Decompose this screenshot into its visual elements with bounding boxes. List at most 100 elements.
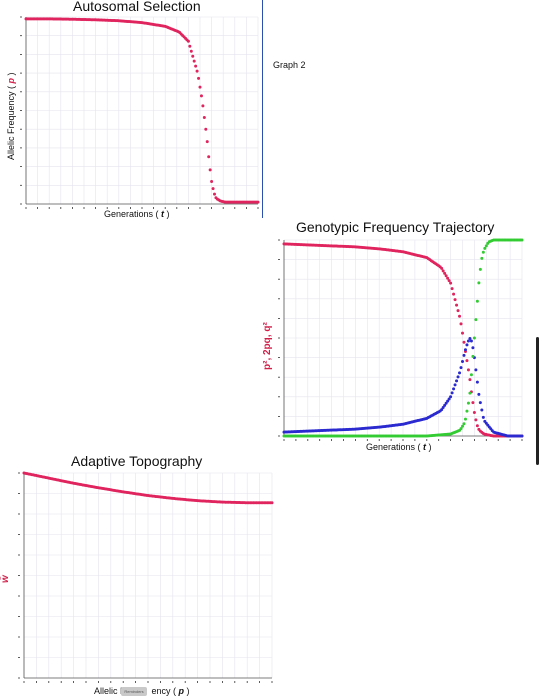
data-point: [270, 501, 274, 505]
data-point: [465, 343, 469, 347]
data-point: [459, 366, 463, 370]
data-point: [475, 380, 479, 384]
data-point: [192, 59, 196, 63]
data-point: [205, 140, 209, 144]
data-point: [468, 378, 472, 382]
data-point: [455, 379, 459, 383]
data-point: [201, 104, 205, 108]
data-point: [461, 331, 464, 335]
data-point: [191, 54, 195, 58]
data-point: [458, 314, 462, 318]
graph-2-label: Graph 2: [273, 60, 306, 70]
data-point: [208, 168, 212, 172]
chart-title: Adaptive Topography: [71, 453, 203, 469]
data-point: [462, 340, 466, 344]
data-point: [186, 39, 190, 43]
data-point: [461, 424, 464, 428]
panel-divider: [262, 0, 263, 218]
data-point: [469, 339, 473, 343]
data-point: [447, 279, 451, 283]
data-point: [484, 244, 488, 248]
data-point: [199, 94, 203, 98]
data-point: [210, 180, 214, 184]
data-point: [477, 392, 481, 396]
data-point: [211, 187, 215, 191]
data-point: [462, 422, 466, 426]
data-point: [450, 287, 454, 291]
data-point: [477, 281, 481, 285]
data-point: [456, 375, 460, 379]
data-point: [452, 387, 456, 391]
data-point: [256, 200, 260, 204]
data-point: [440, 266, 444, 270]
data-point: [466, 368, 470, 372]
x-axis-label: Generations ( t ): [104, 209, 170, 219]
data-point: [450, 391, 454, 395]
series-2pq: [282, 336, 524, 438]
data-point: [453, 298, 457, 302]
data-point: [480, 408, 484, 412]
data-point: [478, 401, 482, 405]
data-point: [444, 274, 448, 278]
data-point: [195, 69, 199, 73]
data-point: [207, 155, 211, 159]
data-point: [459, 427, 463, 431]
series-w̄: [22, 471, 274, 505]
data-point: [472, 410, 476, 414]
data-point: [213, 192, 216, 196]
data-point: [455, 303, 459, 307]
data-point: [483, 246, 487, 250]
data-point: [469, 373, 473, 377]
data-point: [461, 360, 464, 364]
data-point: [466, 401, 470, 405]
series-p: [24, 17, 260, 204]
data-point: [463, 348, 467, 352]
data-point: [453, 383, 457, 387]
series-q²: [282, 238, 524, 438]
data-point: [478, 267, 482, 271]
data-point: [188, 44, 192, 48]
data-point: [475, 424, 479, 428]
data-point: [466, 339, 470, 343]
data-point: [458, 371, 462, 375]
data-point: [202, 116, 206, 120]
data-point: [441, 406, 445, 410]
data-point: [189, 49, 193, 53]
x-axis-label: Generations ( t ): [366, 442, 432, 452]
data-point: [440, 408, 444, 412]
data-point: [446, 276, 450, 280]
data-point: [471, 354, 475, 358]
data-point: [474, 418, 478, 422]
data-point: [468, 336, 472, 340]
data-point: [474, 368, 478, 372]
data-point: [480, 256, 484, 260]
data-point: [204, 127, 208, 131]
chart-title: Autosomal Selection: [73, 0, 201, 14]
autosomal-selection-chart: [20, 16, 260, 209]
data-point: [446, 399, 450, 403]
data-point: [441, 269, 445, 273]
data-point: [449, 281, 453, 285]
data-point: [198, 85, 202, 89]
data-point: [444, 401, 448, 405]
data-point: [481, 250, 485, 254]
data-point: [465, 359, 469, 363]
data-point: [475, 299, 479, 303]
data-point: [443, 271, 447, 275]
scrollbar[interactable]: [536, 337, 539, 465]
data-point: [465, 409, 469, 413]
reminders-overlay[interactable]: Reminders: [121, 687, 147, 696]
data-point: [474, 318, 478, 322]
data-point: [520, 434, 524, 438]
data-point: [197, 76, 201, 80]
data-point: [471, 346, 475, 350]
data-point: [449, 395, 453, 399]
genotypic-trajectory-chart: [278, 238, 524, 441]
data-point: [194, 64, 198, 68]
data-point: [462, 353, 466, 357]
data-point: [468, 391, 472, 395]
data-point: [443, 403, 447, 407]
data-point: [472, 336, 476, 340]
chart-title: Genotypic Frequency Trajectory: [296, 219, 495, 235]
